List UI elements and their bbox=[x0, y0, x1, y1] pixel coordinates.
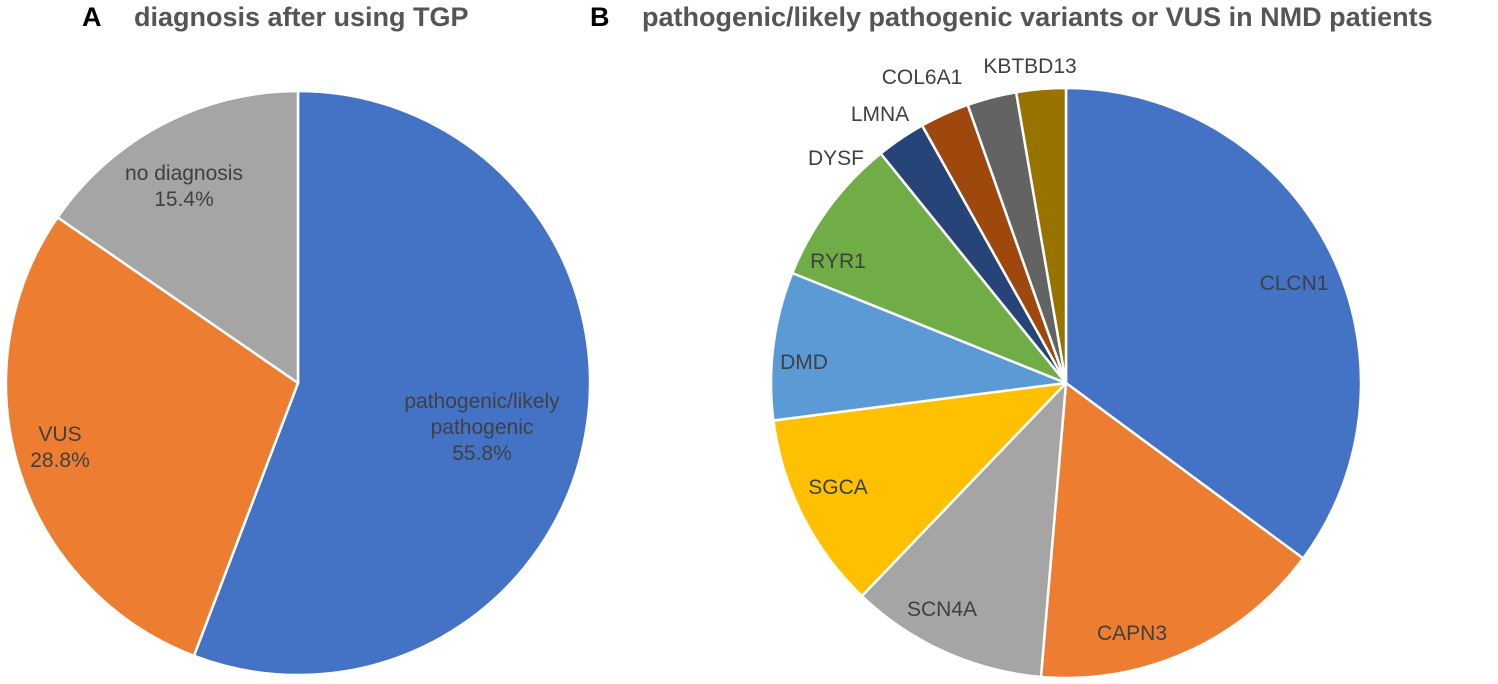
pie-b-label-scn4a: SCN4A bbox=[907, 598, 977, 621]
panel-b-letter: B bbox=[590, 2, 610, 32]
panel-a-letter: A bbox=[82, 2, 102, 32]
pie-b-slice-scn4a bbox=[860, 381, 1068, 679]
pie-a-slice-pathogenic-likely-pathogenic bbox=[192, 89, 592, 677]
pie-a-slice-no-diagnosis bbox=[56, 89, 300, 385]
pie-b-slice-kbtbd13 bbox=[1014, 86, 1068, 385]
pie-b-slice-sgca bbox=[772, 381, 1068, 598]
pie-b-label-kbtbd13: KBTBD13 bbox=[983, 55, 1076, 78]
pie-b-slice-dmd bbox=[769, 271, 1068, 422]
pie-a-label-vus: VUS 28.8% bbox=[30, 423, 90, 472]
pie-b-label-lmna: LMNA bbox=[851, 103, 909, 126]
pie-b-slice-ryr1 bbox=[791, 152, 1068, 385]
pie-b-slice-capn3 bbox=[1039, 381, 1305, 680]
pie-b-label-dysf: DYSF bbox=[808, 147, 864, 170]
pie-a-label-pathogenic-likely-pathogenic: pathogenic/likely pathogenic 55.8% bbox=[404, 390, 560, 465]
pie-b-label-capn3: CAPN3 bbox=[1097, 622, 1167, 645]
panel-a-title-text: diagnosis after using TGP bbox=[134, 2, 469, 32]
pie-a-slice-vus bbox=[4, 216, 300, 658]
pie-b-label-col6a1: COL6A1 bbox=[882, 66, 963, 89]
pie-b-label-ryr1: RYR1 bbox=[810, 250, 866, 273]
pie-b-label-clcn1: CLCN1 bbox=[1260, 272, 1329, 295]
pie-b-label-dmd: DMD bbox=[780, 351, 828, 374]
pie-b-label-sgca: SGCA bbox=[808, 476, 868, 499]
pie-a-label-no-diagnosis: no diagnosis 15.4% bbox=[125, 162, 243, 211]
pie-b-slice-clcn1 bbox=[1064, 86, 1363, 560]
panel-b-title-text: pathogenic/likely pathogenic variants or… bbox=[642, 2, 1433, 32]
pie-chart-a: pathogenic/likely pathogenic 55.8% VUS 28.8%… bbox=[4, 89, 592, 677]
pie-chart-b: CLCN1 CAPN3 SCN4A SGCA DMD RYR1 DYSF LMNA COL6A1… bbox=[769, 55, 1363, 680]
